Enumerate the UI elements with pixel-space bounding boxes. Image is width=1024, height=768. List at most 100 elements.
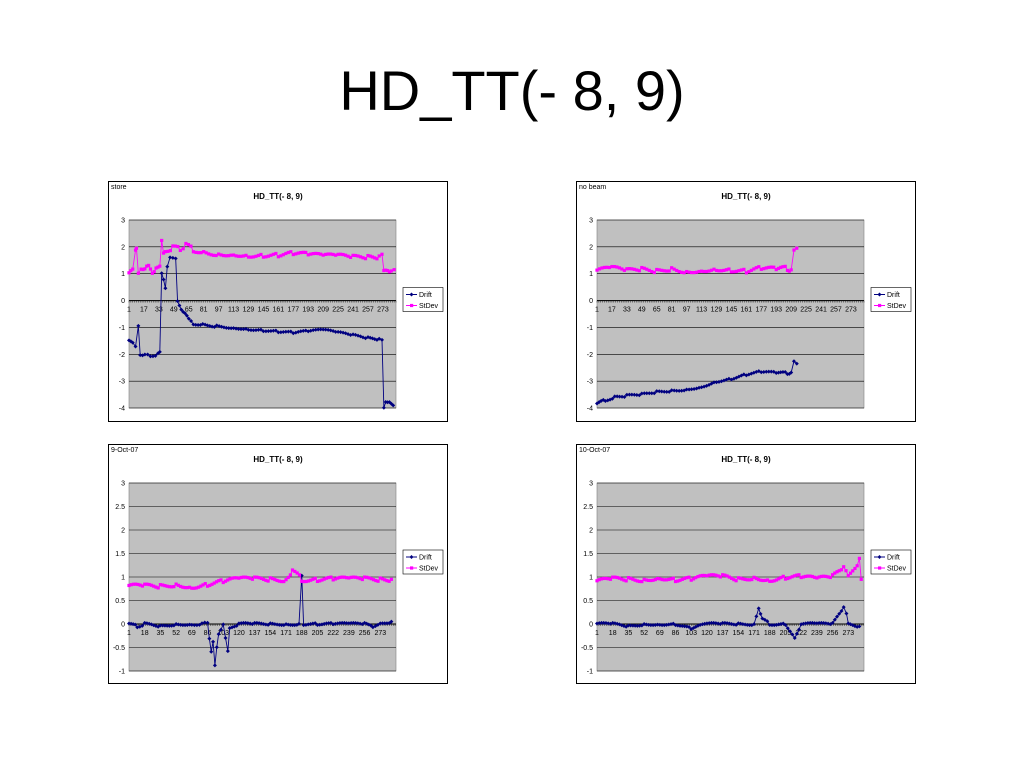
data-point-drift: [268, 328, 273, 333]
data-point-drift: [186, 316, 191, 321]
data-point-drift: [337, 621, 342, 626]
data-point-drift: [175, 299, 180, 304]
data-point-drift: [702, 384, 707, 389]
data-point-stdev: [196, 585, 201, 589]
data-point-drift: [622, 394, 627, 399]
data-point-drift: [783, 369, 788, 374]
data-point-stdev: [145, 582, 149, 586]
data-point-stdev: [613, 575, 617, 579]
data-point-stdev: [662, 578, 666, 582]
x-tick-label: 69: [656, 630, 664, 637]
data-point-drift: [162, 623, 167, 628]
data-point-stdev: [264, 255, 268, 259]
data-point-stdev: [716, 574, 720, 578]
data-point-stdev: [230, 576, 234, 580]
data-point-drift: [165, 623, 170, 628]
data-point-drift: [626, 623, 631, 628]
data-point-stdev: [329, 252, 333, 256]
data-point-stdev: [600, 266, 604, 270]
data-point-stdev: [642, 577, 646, 582]
y-tick-label: 0: [589, 622, 593, 629]
data-point-stdev: [655, 576, 660, 581]
data-point-stdev: [266, 579, 270, 583]
legend-label: Drift: [419, 292, 432, 299]
data-point-stdev: [842, 565, 846, 569]
data-point-stdev: [150, 271, 154, 275]
data-point-stdev: [358, 576, 362, 581]
x-tick-label: 256: [827, 630, 839, 637]
data-point-stdev: [859, 577, 863, 581]
data-point-drift: [642, 391, 647, 396]
data-point-stdev: [747, 578, 752, 582]
legend-label: StDev: [887, 566, 907, 573]
data-point-stdev: [234, 254, 238, 258]
data-point-stdev: [772, 579, 776, 583]
data-point-drift: [619, 623, 624, 628]
data-point-stdev: [373, 256, 377, 260]
data-point-stdev: [156, 265, 160, 269]
data-point-drift: [651, 623, 656, 628]
data-point-drift: [808, 620, 813, 625]
data-point-stdev: [304, 250, 308, 255]
data-point-drift: [389, 619, 394, 624]
data-point-stdev: [615, 575, 619, 580]
data-point-drift: [248, 328, 253, 333]
data-point-drift: [682, 624, 687, 629]
data-point-stdev: [786, 576, 790, 581]
x-tick-label: 222: [327, 630, 339, 637]
data-point-stdev: [219, 578, 223, 582]
data-point-stdev: [620, 577, 624, 581]
data-point-drift: [150, 354, 155, 359]
data-point-stdev: [682, 271, 686, 275]
data-point-stdev: [637, 269, 641, 273]
data-point-stdev: [606, 577, 610, 581]
data-point-stdev: [354, 575, 358, 579]
data-point-stdev: [289, 250, 293, 254]
data-point-stdev: [385, 268, 390, 273]
data-point-stdev: [660, 268, 664, 272]
data-point-drift: [144, 621, 149, 626]
x-tick-label: 17: [608, 307, 616, 314]
x-tick-label: 225: [332, 307, 344, 314]
data-point-stdev: [306, 579, 311, 583]
data-point-drift: [659, 389, 664, 394]
y-tick-label: 2: [589, 244, 593, 251]
data-point-stdev: [855, 564, 859, 568]
data-point-stdev: [697, 269, 701, 274]
x-tick-label: 1: [595, 630, 599, 637]
data-point-drift: [342, 620, 347, 625]
data-point-stdev: [657, 268, 661, 272]
data-point-stdev: [143, 582, 147, 586]
data-point-drift: [778, 621, 783, 626]
data-point-drift: [128, 339, 133, 344]
data-point-drift: [729, 377, 734, 382]
data-point-stdev: [147, 263, 151, 268]
data-point-drift: [620, 394, 625, 399]
data-point-stdev: [366, 253, 370, 258]
data-point-drift: [283, 329, 288, 334]
data-point-drift: [379, 337, 384, 342]
data-point-stdev: [777, 577, 781, 581]
data-point-stdev: [647, 268, 651, 273]
data-point-stdev: [689, 578, 693, 582]
data-point-stdev: [244, 253, 248, 257]
y-tick-label: 2: [589, 528, 593, 535]
data-point-drift: [841, 605, 846, 610]
data-point-stdev: [261, 255, 266, 259]
data-point-stdev: [318, 579, 322, 583]
x-tick-label: 241: [347, 307, 359, 314]
data-point-stdev: [804, 574, 808, 578]
data-point-drift: [276, 330, 281, 335]
y-tick-label: 0: [121, 298, 125, 305]
data-point-stdev: [387, 579, 391, 583]
data-point-drift: [281, 623, 286, 628]
data-point-drift: [281, 330, 286, 335]
data-point-drift: [176, 622, 181, 627]
data-point-drift: [780, 369, 785, 374]
data-point-stdev: [226, 578, 230, 582]
x-tick-label: 273: [377, 307, 389, 314]
legend-label: StDev: [419, 303, 439, 310]
data-point-drift: [258, 327, 263, 332]
data-point-stdev: [161, 251, 166, 255]
data-point-drift: [709, 620, 714, 625]
